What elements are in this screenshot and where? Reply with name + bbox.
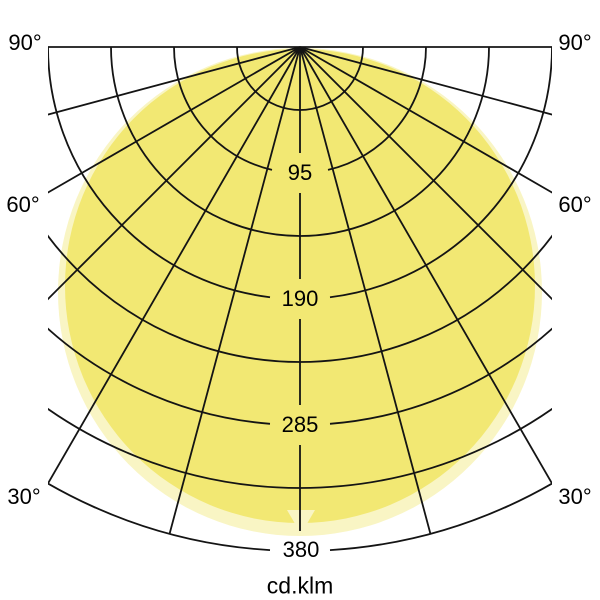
- grid-line: [173, 46, 273, 171]
- grid-line: [329, 482, 552, 552]
- grid-line: [299, 46, 552, 301]
- grid-line: [329, 327, 552, 425]
- angle-label-right-90: 90°: [558, 30, 592, 55]
- grid-line: [48, 46, 301, 484]
- radial-tick-label-380: 380: [282, 537, 320, 562]
- unit-label: cd.klm: [266, 572, 334, 599]
- angle-label-left-30: 30°: [7, 484, 41, 509]
- angle-label-left-90: 90°: [8, 30, 42, 55]
- angle-label-left-60: 60°: [6, 192, 40, 217]
- grid-line: [299, 46, 552, 194]
- distribution-center-notch: [287, 510, 315, 534]
- distribution-inner-lobe: [65, 49, 535, 523]
- grid-line: [48, 46, 301, 116]
- grid-line: [48, 482, 271, 552]
- polar-grid: [48, 46, 552, 552]
- angle-label-right-30: 30°: [558, 484, 592, 509]
- grid-line: [48, 46, 301, 194]
- grid-line: [48, 46, 271, 299]
- angle-label-right-60: 60°: [558, 192, 592, 217]
- radial-tick-label-285: 285: [281, 412, 319, 437]
- radial-tick-label-190: 190: [281, 286, 319, 311]
- grid-line: [168, 46, 301, 535]
- grid-line: [299, 46, 552, 484]
- radial-tick-label-95: 95: [287, 160, 313, 185]
- grid-line: [48, 46, 301, 301]
- grid-line: [299, 46, 552, 116]
- grid-line: [48, 327, 271, 425]
- grid-line: [327, 46, 427, 171]
- grid-line: [299, 46, 432, 535]
- grid-line: [329, 46, 552, 299]
